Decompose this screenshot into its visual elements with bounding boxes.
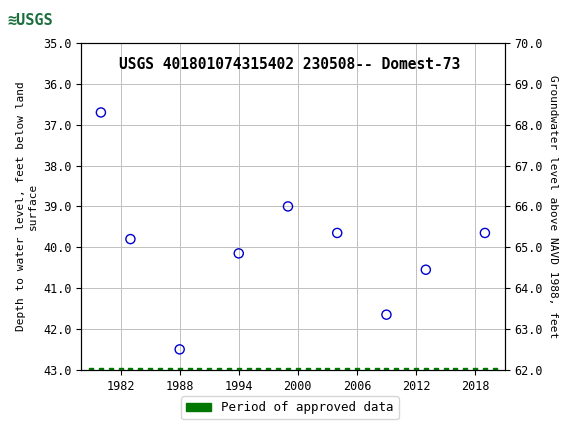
Point <box>165 366 175 373</box>
Y-axis label: Groundwater level above NAVD 1988, feet: Groundwater level above NAVD 1988, feet <box>548 75 559 338</box>
Point <box>254 366 263 373</box>
Y-axis label: Depth to water level, feet below land
surface: Depth to water level, feet below land su… <box>16 82 38 331</box>
Point <box>126 236 135 243</box>
Point <box>421 366 430 373</box>
Text: USGS 401801074315402 230508-- Domest-73: USGS 401801074315402 230508-- Domest-73 <box>119 57 461 72</box>
Point <box>332 230 342 236</box>
Point <box>116 366 125 373</box>
Point <box>332 366 342 373</box>
Point <box>293 366 302 373</box>
Point <box>126 366 135 373</box>
Point <box>284 203 293 210</box>
Legend: Period of approved data: Period of approved data <box>181 396 399 419</box>
Text: ≋USGS: ≋USGS <box>8 13 53 28</box>
Point <box>155 366 165 373</box>
Point <box>303 366 312 373</box>
Point <box>401 366 411 373</box>
Point <box>322 366 332 373</box>
Point <box>264 366 273 373</box>
Text: ≡USGS: ≡USGS <box>9 12 79 29</box>
Point <box>175 366 184 373</box>
Point <box>195 366 204 373</box>
Point <box>106 366 115 373</box>
Point <box>224 366 234 373</box>
Point <box>480 230 490 236</box>
Point <box>342 366 351 373</box>
Point <box>205 366 214 373</box>
Point <box>234 366 244 373</box>
Point <box>490 366 499 373</box>
Point <box>411 366 420 373</box>
Point <box>136 366 145 373</box>
Point <box>480 366 490 373</box>
Point <box>451 366 460 373</box>
Point <box>392 366 401 373</box>
Point <box>86 366 96 373</box>
Point <box>313 366 322 373</box>
Point <box>185 366 194 373</box>
Point <box>215 366 224 373</box>
Point <box>234 250 244 257</box>
Point <box>284 366 293 373</box>
Point <box>352 366 361 373</box>
Point <box>362 366 371 373</box>
Point <box>372 366 381 373</box>
Point <box>96 109 106 116</box>
Point <box>382 366 391 373</box>
Point <box>96 366 106 373</box>
Point <box>461 366 470 373</box>
Point <box>274 366 283 373</box>
Bar <box>3 4 35 37</box>
Point <box>421 266 430 273</box>
Point <box>431 366 440 373</box>
Point <box>175 346 184 353</box>
Point <box>146 366 155 373</box>
Point <box>470 366 480 373</box>
Point <box>244 366 253 373</box>
Point <box>382 311 391 318</box>
Point <box>441 366 450 373</box>
